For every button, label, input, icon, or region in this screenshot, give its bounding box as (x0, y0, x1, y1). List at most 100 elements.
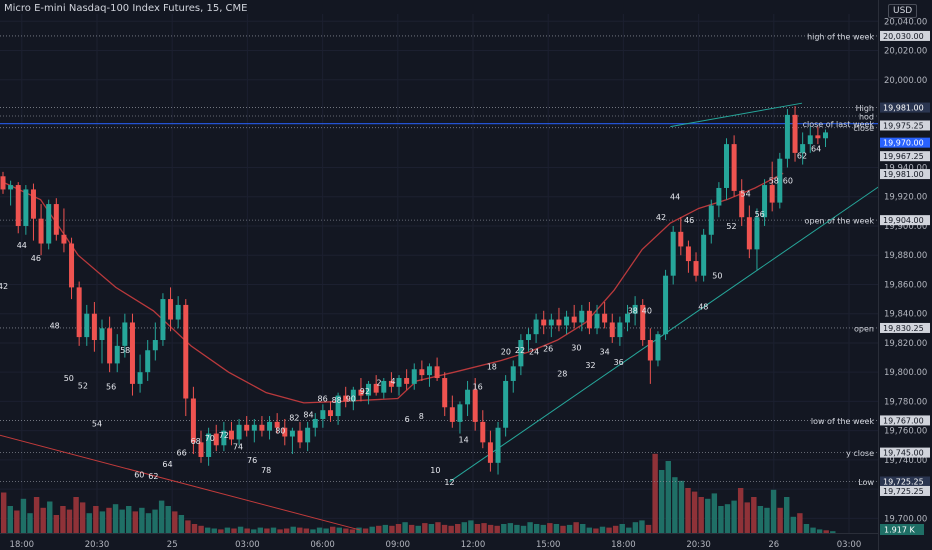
candle[interactable] (396, 378, 402, 387)
candle[interactable] (107, 328, 113, 364)
candle[interactable] (792, 114, 798, 153)
candle[interactable] (358, 389, 364, 396)
candle[interactable] (823, 132, 828, 139)
candle[interactable] (693, 261, 699, 276)
candle[interactable] (38, 218, 44, 244)
candle[interactable] (769, 185, 775, 203)
candle[interactable] (465, 389, 471, 405)
candle[interactable] (487, 442, 493, 463)
candle[interactable] (267, 421, 273, 431)
currency-button[interactable]: USD (888, 4, 918, 18)
candle[interactable] (510, 366, 516, 381)
candle[interactable] (525, 334, 531, 341)
candle[interactable] (350, 389, 356, 402)
candle[interactable] (503, 380, 509, 428)
candle[interactable] (190, 398, 196, 443)
candle[interactable] (15, 185, 21, 226)
candle[interactable] (701, 234, 707, 276)
candle[interactable] (61, 234, 67, 244)
candle[interactable] (495, 427, 501, 463)
candle[interactable] (784, 114, 790, 159)
candle[interactable] (564, 316, 570, 326)
candle[interactable] (442, 378, 448, 408)
candle[interactable] (746, 217, 752, 250)
candle[interactable] (404, 378, 410, 384)
candle[interactable] (800, 144, 806, 153)
price-tag[interactable] (880, 30, 930, 41)
time-axis[interactable]: 18:00 20:30 25 03:00 06:00 09:00 12:00 15:00 18:… (10, 540, 862, 550)
candle[interactable] (381, 380, 387, 393)
price-axis[interactable]: 19,700.0019,720.0019,740.0019,760.0019,7… (879, 0, 932, 550)
candle[interactable] (807, 135, 813, 145)
candle[interactable] (541, 319, 547, 326)
candle[interactable] (579, 310, 585, 323)
candle[interactable] (289, 430, 295, 437)
candle[interactable] (678, 231, 684, 247)
trendline[interactable] (449, 174, 897, 483)
candle[interactable] (586, 310, 592, 329)
candle[interactable] (457, 404, 463, 422)
candle[interactable] (624, 313, 630, 323)
candle[interactable] (777, 158, 783, 203)
candle[interactable] (282, 427, 288, 437)
candle[interactable] (198, 442, 204, 457)
trendline[interactable] (670, 102, 803, 128)
candle[interactable] (145, 350, 151, 373)
candle[interactable] (609, 322, 615, 338)
candle[interactable] (548, 319, 554, 326)
candle[interactable] (320, 410, 326, 419)
candle[interactable] (411, 369, 417, 384)
candle[interactable] (388, 380, 394, 387)
candle[interactable] (228, 430, 234, 440)
candle[interactable] (251, 424, 257, 431)
candle[interactable] (556, 319, 562, 326)
candles[interactable] (0, 106, 829, 475)
candle[interactable] (221, 430, 227, 446)
candle[interactable] (206, 433, 212, 457)
candle[interactable] (312, 418, 318, 428)
candle[interactable] (244, 424, 250, 431)
candle[interactable] (69, 243, 75, 288)
candle[interactable] (213, 433, 219, 446)
candle[interactable] (571, 316, 577, 323)
price-tag[interactable] (880, 485, 930, 496)
candle[interactable] (663, 275, 669, 335)
candle[interactable] (297, 430, 303, 443)
candle[interactable] (723, 144, 729, 188)
candle[interactable] (160, 299, 166, 341)
price-tag[interactable] (880, 169, 930, 180)
candle[interactable] (434, 366, 440, 379)
candle[interactable] (419, 369, 425, 376)
candle[interactable] (327, 410, 333, 417)
candle[interactable] (91, 313, 97, 341)
candle[interactable] (708, 205, 714, 235)
price-tag[interactable] (880, 137, 930, 148)
candle[interactable] (472, 389, 478, 422)
candle[interactable] (640, 304, 646, 341)
candle[interactable] (533, 319, 539, 335)
candle[interactable] (685, 246, 691, 262)
candle[interactable] (343, 395, 349, 402)
candle[interactable] (518, 340, 524, 367)
candle[interactable] (762, 185, 768, 218)
candle[interactable] (30, 189, 36, 219)
candle[interactable] (647, 340, 653, 361)
candle[interactable] (152, 340, 158, 351)
candle[interactable] (122, 322, 128, 346)
candle[interactable] (274, 421, 280, 428)
candle[interactable] (754, 217, 760, 250)
candle[interactable] (175, 304, 181, 320)
price-tag[interactable] (880, 102, 930, 113)
candle[interactable] (716, 187, 722, 206)
price-tag[interactable] (880, 447, 930, 458)
candle[interactable] (0, 176, 6, 190)
candle[interactable] (815, 135, 821, 139)
candle[interactable] (335, 395, 341, 417)
candle[interactable] (655, 334, 661, 361)
candle[interactable] (114, 345, 120, 364)
candle[interactable] (137, 372, 143, 384)
candle[interactable] (373, 383, 379, 393)
candle[interactable] (426, 366, 432, 376)
